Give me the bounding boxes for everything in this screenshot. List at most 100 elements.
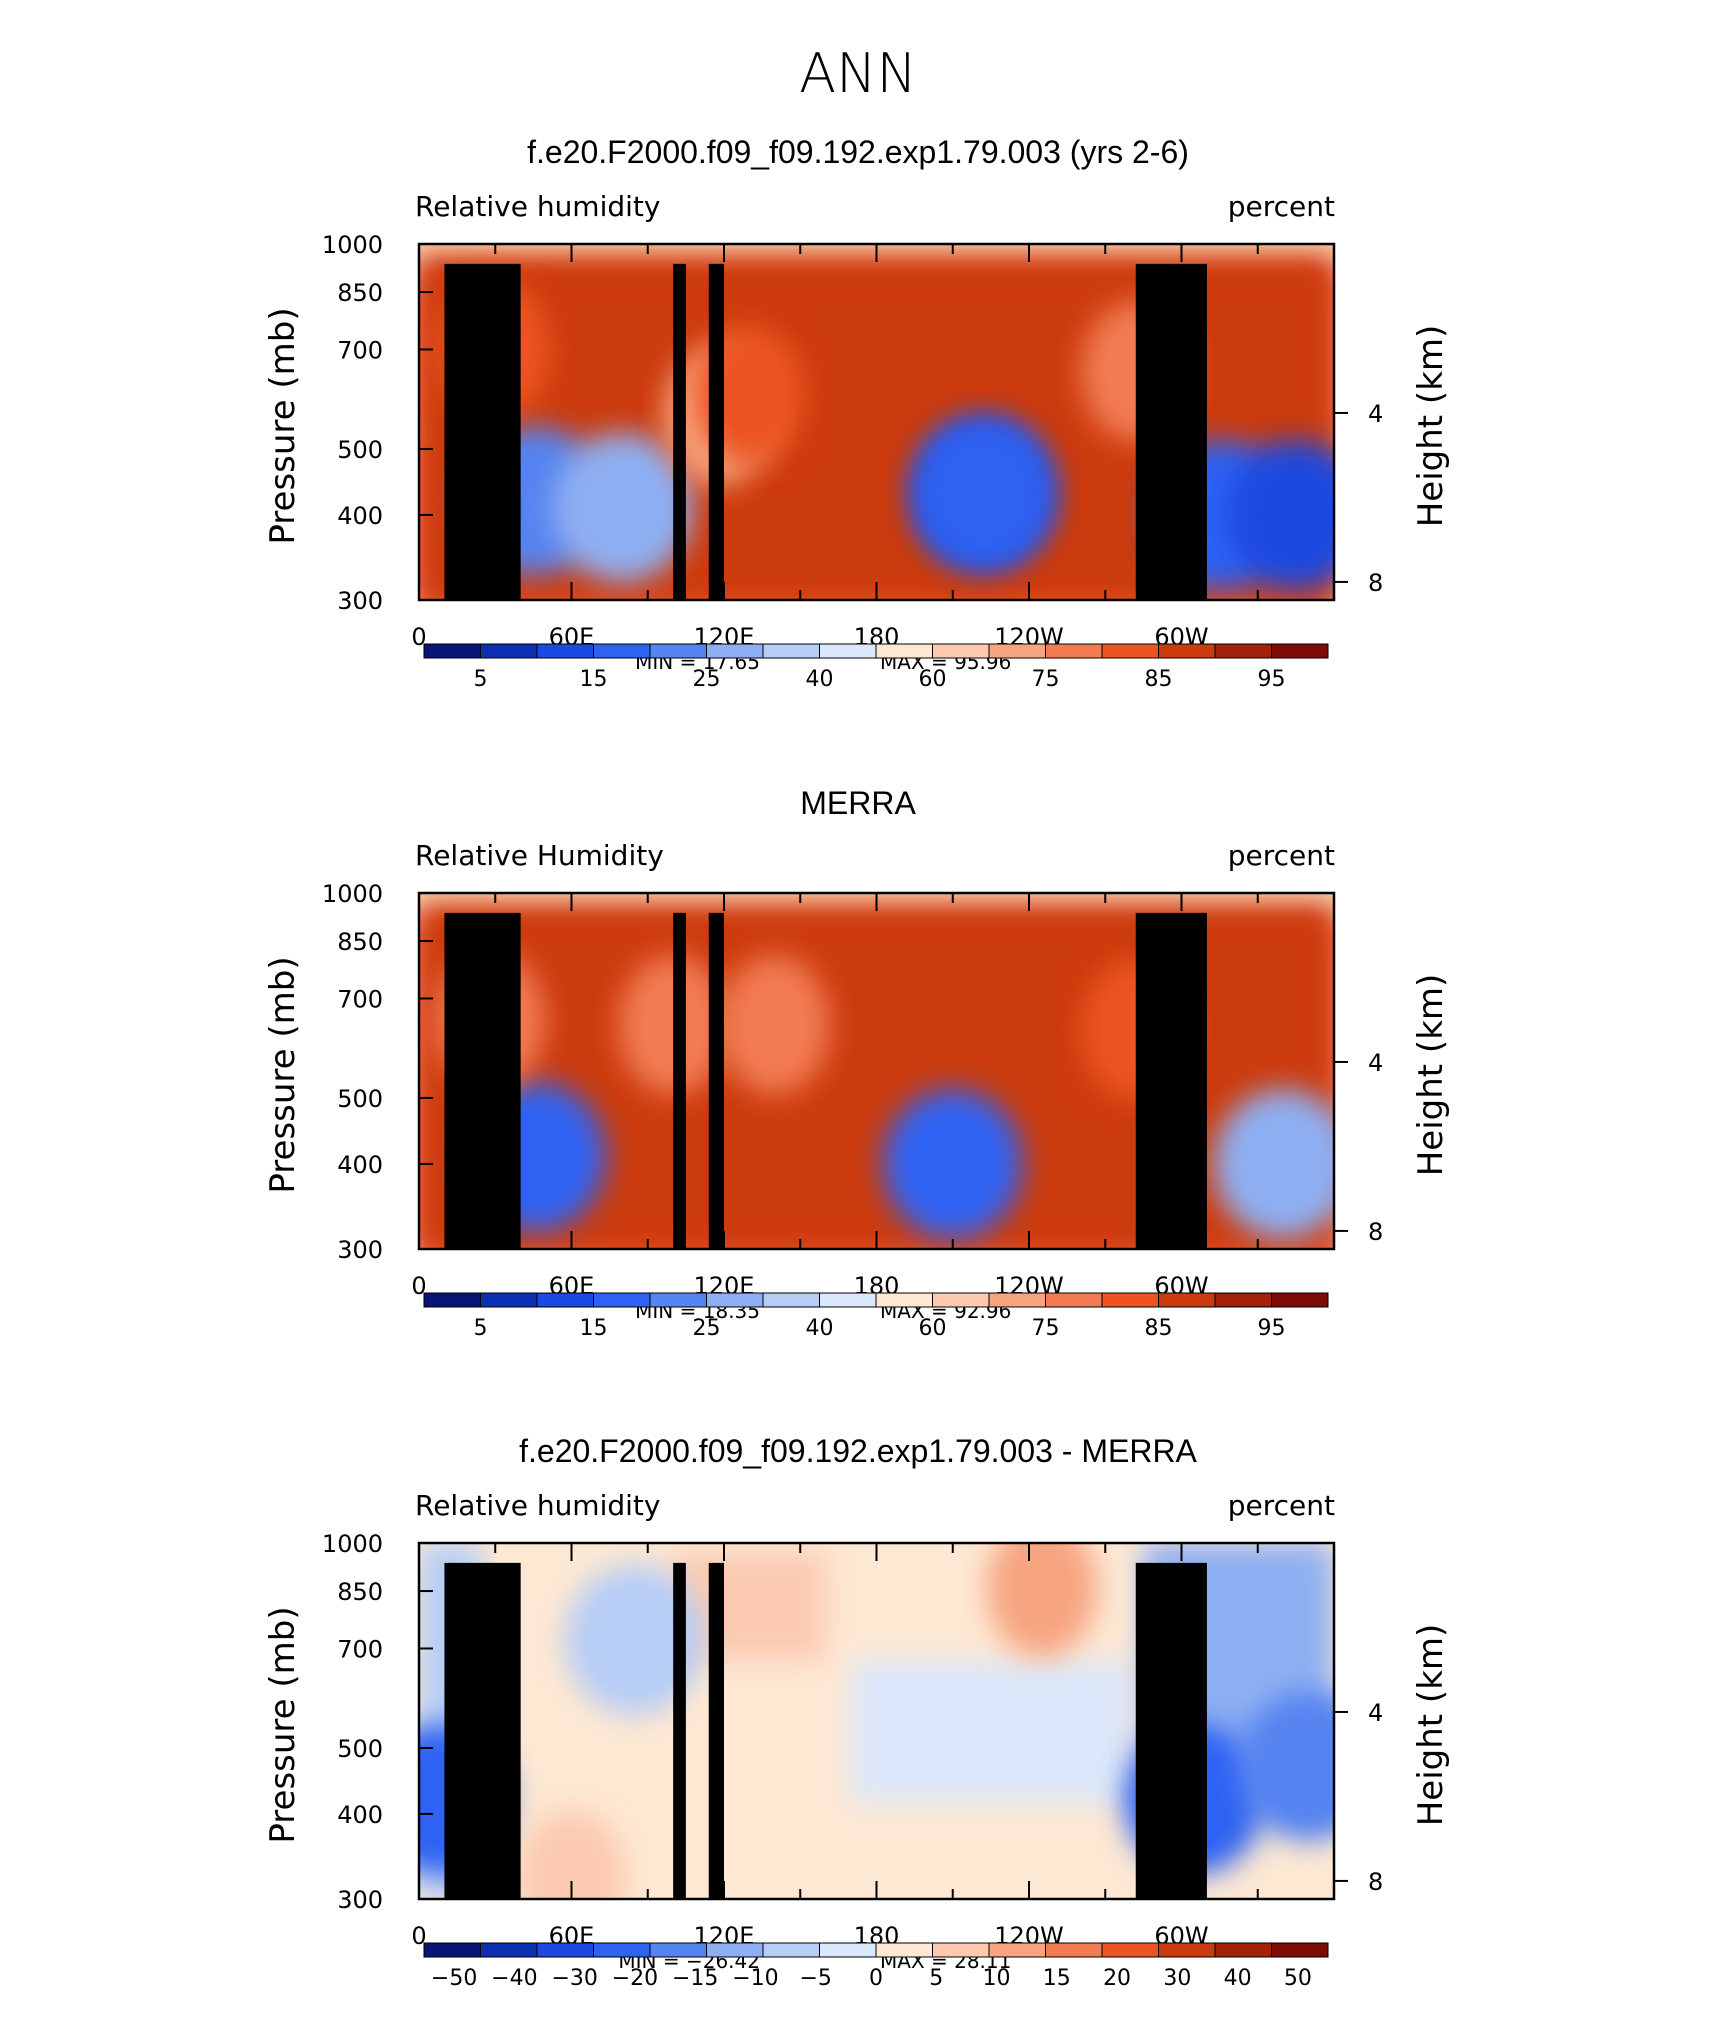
y2-axis-label: Height (km): [1411, 1624, 1451, 1827]
variable-label: Relative humidity: [415, 1489, 660, 1522]
colorbar-label: 60: [919, 1316, 947, 1341]
topography-mask: [444, 1562, 521, 1899]
colorbar-box: [706, 1942, 764, 1958]
panel-title: f.e20.F2000.f09_f09.192.exp1.79.003 - ME…: [519, 1433, 1197, 1469]
y-tick-label: 700: [337, 1635, 383, 1663]
dry-feature-core: [596, 1598, 674, 1682]
contour-field: [419, 1543, 1334, 1899]
colorbar-box: [536, 1292, 594, 1308]
dry-feature-core: [914, 1122, 992, 1206]
colorbar-box: [649, 1942, 707, 1958]
y-axis-label: Pressure (mb): [263, 956, 303, 1193]
y-tick-label: 700: [337, 336, 383, 364]
colorbar-box: [593, 643, 651, 659]
y-tick-label: 850: [337, 1578, 383, 1606]
topography-mask: [1135, 1562, 1207, 1899]
colorbar-label: 60: [919, 667, 947, 692]
y2-axis-label: Height (km): [1411, 974, 1451, 1177]
x-tick-label: 0: [411, 623, 426, 651]
colorbar-box: [1101, 1292, 1159, 1308]
panel-model: f.e20.F2000.f09_f09.192.exp1.79.003 (yrs…: [263, 134, 1451, 692]
colorbar-label: 40: [806, 1316, 834, 1341]
colorbar-box: [875, 1292, 933, 1308]
colorbar-box: [875, 1942, 933, 1958]
topography-mask: [708, 912, 724, 1249]
y-tick-label: 300: [337, 1236, 383, 1264]
topography-mask: [708, 1562, 724, 1899]
contour-field: [419, 244, 1334, 600]
units-label: percent: [1228, 190, 1335, 223]
colorbar-label: 30: [1163, 1966, 1191, 1991]
colorbar-box: [480, 1942, 538, 1958]
colorbar-box: [480, 1292, 538, 1308]
colorbar-label: 15: [1043, 1966, 1071, 1991]
y-axis-label: Pressure (mb): [263, 307, 303, 544]
contour-field: [419, 893, 1334, 1249]
topography-mask: [1135, 263, 1207, 600]
colorbar-label: −10: [732, 1966, 778, 1991]
y-tick-label: 300: [337, 1886, 383, 1914]
moist-feature-core: [719, 356, 780, 434]
colorbar-box: [706, 1292, 764, 1308]
colorbar-label: 40: [1224, 1966, 1252, 1991]
colorbar-label: 75: [1032, 1316, 1060, 1341]
colorbar-label: 25: [693, 1316, 721, 1341]
colorbar-box: [1045, 1942, 1103, 1958]
colorbar-box: [649, 1292, 707, 1308]
y-tick-label: 300: [337, 587, 383, 615]
y2-tick-label: 8: [1368, 1868, 1383, 1896]
topography-mask: [1135, 912, 1207, 1249]
panel-title: f.e20.F2000.f09_f09.192.exp1.79.003 (yrs…: [527, 134, 1189, 170]
colorbar-box: [1271, 1292, 1329, 1308]
colorbar-label: 25: [693, 667, 721, 692]
colorbar-box: [762, 1292, 820, 1308]
colorbar-label: 5: [474, 1316, 488, 1341]
colorbar-box: [423, 1942, 481, 1958]
colorbar-box: [1158, 1292, 1216, 1308]
colorbar-label: 20: [1103, 1966, 1131, 1991]
colorbar-box: [819, 1292, 877, 1308]
panel-title: MERRA: [800, 785, 916, 821]
colorbar-box: [762, 1942, 820, 1958]
y-tick-label: 500: [337, 436, 383, 464]
figure-title: ANN: [799, 42, 917, 105]
dry-feature-core: [1244, 1122, 1322, 1206]
colorbar-box: [423, 1292, 481, 1308]
units-label: percent: [1228, 1489, 1335, 1522]
colorbar-label: −5: [800, 1966, 832, 1991]
y-tick-label: 500: [337, 1085, 383, 1113]
colorbar-box: [1214, 1292, 1272, 1308]
colorbar-box: [932, 643, 990, 659]
y-tick-label: 1000: [322, 880, 383, 908]
colorbar-label: −50: [431, 1966, 477, 1991]
dry-feature-core: [583, 466, 661, 549]
moist-feature-core: [541, 1841, 602, 1899]
y2-tick-label: 4: [1368, 400, 1383, 428]
colorbar-label: 75: [1032, 667, 1060, 692]
moist-feature-core: [1011, 1549, 1072, 1627]
topography-mask: [673, 912, 686, 1249]
y-tick-label: 400: [337, 1151, 383, 1179]
topography-mask: [444, 912, 521, 1249]
colorbar-label: 40: [806, 667, 834, 692]
colorbar-box: [1158, 1942, 1216, 1958]
colorbar-label: −15: [672, 1966, 718, 1991]
x-tick-label: 0: [411, 1922, 426, 1950]
dry-feature-core: [1270, 1725, 1334, 1808]
colorbar-box: [593, 1292, 651, 1308]
colorbar-label: 5: [474, 667, 488, 692]
y-tick-label: 850: [337, 279, 383, 307]
colorbar-box: [1045, 643, 1103, 659]
colorbar-box: [988, 1292, 1046, 1308]
colorbar-box: [932, 1292, 990, 1308]
colorbar-box: [1271, 643, 1329, 659]
colorbar-box: [819, 1942, 877, 1958]
colorbar-box: [819, 643, 877, 659]
colorbar-label: 85: [1145, 1316, 1173, 1341]
colorbar-box: [875, 643, 933, 659]
colorbar-label: 95: [1258, 1316, 1286, 1341]
colorbar-box: [1271, 1942, 1329, 1958]
dry-feature-core: [1257, 473, 1334, 557]
